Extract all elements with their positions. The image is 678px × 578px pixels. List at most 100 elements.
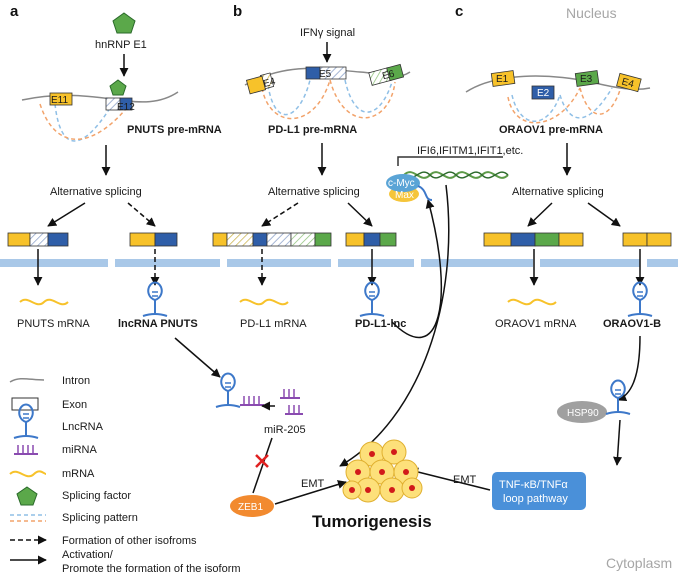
target-genes-label: IFI6,IFITM1,IFIT1,etc. [417, 145, 523, 157]
c-myc-protein [386, 174, 420, 192]
lnc-icon [359, 281, 385, 317]
exon-e1 [490, 70, 516, 87]
exon-e2-label: E2 [537, 88, 550, 99]
exon-e2 [531, 85, 555, 100]
pathway-emt-label: EMT [453, 474, 477, 486]
zeb1-label: ZEB1 [238, 502, 263, 513]
isoform1-exon-yellow-2 [558, 232, 584, 247]
isoform1-exon-green [534, 232, 560, 247]
zeb1-emt-label: EMT [301, 478, 325, 490]
splice-pattern-orange-2 [579, 87, 621, 115]
pnuts-mrna-label: PNUTS mRNA [17, 318, 90, 330]
mir205-label: miR-205 [264, 424, 306, 436]
legend-splicing-pattern-label: Splicing pattern [62, 512, 138, 524]
legend: Intron Exon LncRNA miRNA mRNA Splicing f… [9, 375, 241, 575]
legend-promote-label: Promote the formation of the isoform [62, 563, 241, 575]
exon-e5-alt [319, 66, 347, 80]
panel-b-letter: b [233, 3, 242, 20]
legend-mrna-icon [9, 470, 47, 478]
pdl1-lnc-label: PD-L1-lnc [355, 318, 406, 330]
isoform1-exon-yellow [483, 232, 512, 247]
isoform1-exon-blue [47, 232, 69, 247]
tnf-pathway-box [492, 472, 586, 510]
legend-mrna-label: mRNA [62, 468, 95, 480]
pathway-line2: loop pathway [503, 493, 568, 505]
oraov1-b-label: ORAOV1-B [603, 318, 661, 330]
bound-lnc-icon [417, 185, 433, 201]
exon-e3-label: E3 [580, 74, 593, 85]
isoform1-exon-hatch-y [226, 232, 254, 247]
splice-pattern-orange [39, 103, 126, 140]
isoform2-exon-blue [154, 232, 178, 247]
panel-a: hnRNP E1 E11 E12 PNUTS pre-mRNA Alternat… [7, 12, 222, 378]
exon-e4 [616, 72, 642, 93]
free-mirna-icon [280, 389, 303, 415]
hsp90-label: HSP90 [567, 408, 599, 419]
isoform1-exon-blue [252, 232, 268, 247]
splicing-factor-icon [112, 12, 136, 34]
legend-activation-label: Activation/ [62, 549, 114, 561]
isoform1-exon-green [314, 232, 332, 247]
splice-pattern-blue-2 [344, 79, 393, 113]
nucleus-label: Nucleus [566, 5, 617, 21]
panel-c: E1 E2 E3 E4 ORAOV1 pre-mRNA Alternative … [409, 70, 672, 510]
mrna-isoform-arrow [527, 202, 553, 227]
exon-e6 [386, 63, 405, 82]
nuclear-membrane [0, 259, 678, 267]
dna-helix-strand-2 [403, 171, 509, 179]
intron-line [21, 91, 179, 103]
alt-splicing-label: Alternative splicing [268, 186, 360, 198]
lnc-icon [142, 281, 168, 317]
oraov1-premrna-label: ORAOV1 pre-mRNA [499, 124, 603, 136]
mrna-icon [239, 298, 289, 306]
exon-e4-label: E4 [262, 76, 277, 90]
isoform1-exon-yellow [212, 232, 228, 247]
splice-pattern-blue [54, 103, 111, 142]
zeb1-emt-arrow [274, 480, 347, 505]
isoform2-exon-yellow [129, 232, 156, 247]
exon-e4-label: E4 [620, 77, 635, 91]
legend-mirna-icon [14, 445, 38, 455]
splice-pattern-blue-2 [559, 87, 613, 119]
zeb1-protein [230, 495, 274, 517]
hsp-to-pathway-arrow [613, 419, 623, 466]
lnc-isoform-arrow [587, 202, 621, 227]
exon-e12 [119, 97, 133, 111]
isoform2-exon-yellow [622, 232, 648, 247]
panel-b: IFNγ signal E4 E5 E6 PD-L1 pre-mRNA Alte… [212, 27, 523, 467]
isoform2-exon-green [379, 232, 397, 247]
mrna-icon [507, 298, 557, 306]
tumor-cell-cluster [342, 439, 423, 503]
pnuts-premrna-label: PNUTS pre-mRNA [127, 124, 222, 136]
exon-e11 [49, 92, 73, 106]
mir-inhibit-line [252, 437, 273, 494]
isoform2-exon-yellow [345, 232, 365, 247]
isoform2-exon-blue [363, 232, 381, 247]
legend-splicing-factor-icon [16, 486, 38, 506]
legend-other-isoforms-label: Formation of other isofroms [62, 535, 197, 547]
alt-splicing-label: Alternative splicing [512, 186, 604, 198]
lncrna-pnuts-label: lncRNA PNUTS [118, 318, 198, 330]
pathway-emt-arrow [409, 467, 491, 491]
legend-intron-icon [9, 377, 45, 383]
c-myc-label: c-Myc [388, 178, 415, 189]
isoform1-exon-hatch-b [266, 232, 292, 247]
splice-pattern-blue [511, 94, 561, 122]
legend-exon-label: Exon [62, 399, 87, 411]
target-gene-line [397, 156, 503, 166]
bound-lnc-icon [605, 379, 631, 415]
lnc-isoform-arrow [127, 202, 156, 227]
legend-splicing-factor-label: Splicing factor [62, 490, 131, 502]
legend-mirna-label: miRNA [62, 444, 97, 456]
center-cytoplasm: miR-205 ZEB1 EMT [215, 372, 432, 531]
mrna-isoform-arrow [261, 202, 299, 227]
lnc-to-hsp90-arrow [617, 335, 641, 402]
tumorigenesis-label: Tumorigenesis [312, 512, 432, 531]
isoform1-exon-hatch-g [290, 232, 316, 247]
lnc-sponge-arrow [174, 337, 221, 378]
isoform1-exon-blue [510, 232, 536, 247]
pdl1-mrna-label: PD-L1 mRNA [240, 318, 307, 330]
exon-e5 [305, 66, 321, 80]
exon-e3 [574, 70, 600, 87]
